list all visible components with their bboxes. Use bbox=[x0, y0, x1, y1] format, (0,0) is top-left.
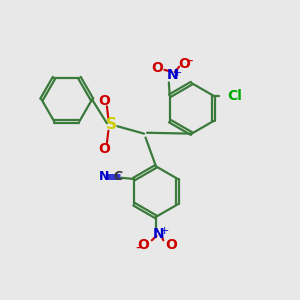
Text: +: + bbox=[160, 226, 169, 236]
Text: O: O bbox=[98, 94, 110, 108]
Text: C: C bbox=[113, 170, 122, 183]
Text: O: O bbox=[165, 238, 177, 252]
Text: O: O bbox=[137, 238, 149, 252]
Text: N: N bbox=[99, 170, 109, 183]
Text: N: N bbox=[153, 227, 165, 241]
Text: O: O bbox=[151, 61, 163, 75]
Text: S: S bbox=[106, 117, 117, 132]
Text: Cl: Cl bbox=[227, 89, 242, 103]
Text: -: - bbox=[135, 240, 141, 255]
Text: N: N bbox=[167, 68, 178, 82]
Text: +: + bbox=[173, 68, 182, 78]
Text: O: O bbox=[98, 142, 110, 155]
Text: O: O bbox=[179, 57, 190, 71]
Text: -: - bbox=[187, 53, 193, 68]
